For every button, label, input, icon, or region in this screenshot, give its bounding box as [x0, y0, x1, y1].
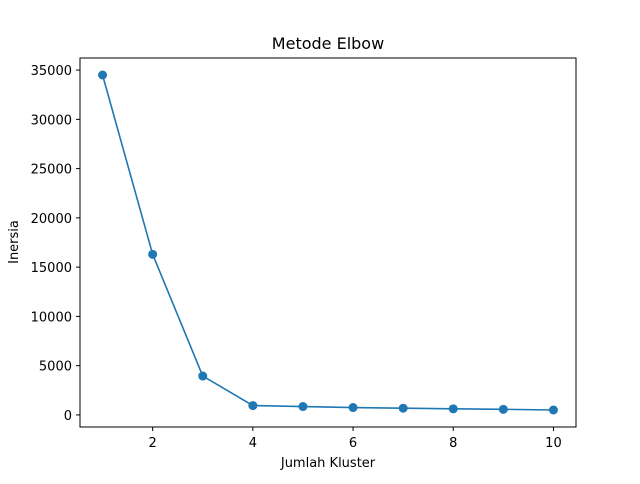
y-tick-label: 20000 — [31, 212, 72, 227]
y-tick-label: 35000 — [31, 64, 72, 79]
data-point — [98, 70, 108, 80]
data-point — [248, 401, 258, 411]
data-point — [548, 405, 558, 415]
y-tick-label: 0 — [64, 409, 72, 424]
x-tick-label: 10 — [545, 436, 562, 451]
data-point — [398, 403, 408, 413]
data-point — [348, 403, 358, 413]
y-tick-label: 15000 — [31, 261, 72, 276]
plot-area: 2 4 6 8 10 0 5000 10000 15000 20000 25000 30000 3500… — [31, 64, 562, 451]
data-point — [448, 404, 458, 414]
x-tick-label: 4 — [249, 436, 257, 451]
data-point — [148, 249, 158, 259]
x-tick-label: 2 — [149, 436, 157, 451]
x-tick-label: 8 — [449, 436, 457, 451]
y-tick-label: 10000 — [31, 310, 72, 325]
y-axis-label: Inersia — [7, 220, 22, 264]
series-line — [101, 74, 554, 411]
chart-title: Metode Elbow — [272, 34, 384, 53]
x-axis-label: Jumlah Kluster — [280, 456, 376, 471]
y-tick-label: 25000 — [31, 163, 72, 178]
y-tick-label: 5000 — [39, 360, 72, 375]
x-tick-label: 6 — [349, 436, 357, 451]
data-point — [198, 371, 208, 381]
data-point — [498, 404, 508, 414]
axes-frame — [79, 57, 577, 428]
y-tick-label: 30000 — [31, 113, 72, 128]
data-point — [298, 402, 308, 412]
